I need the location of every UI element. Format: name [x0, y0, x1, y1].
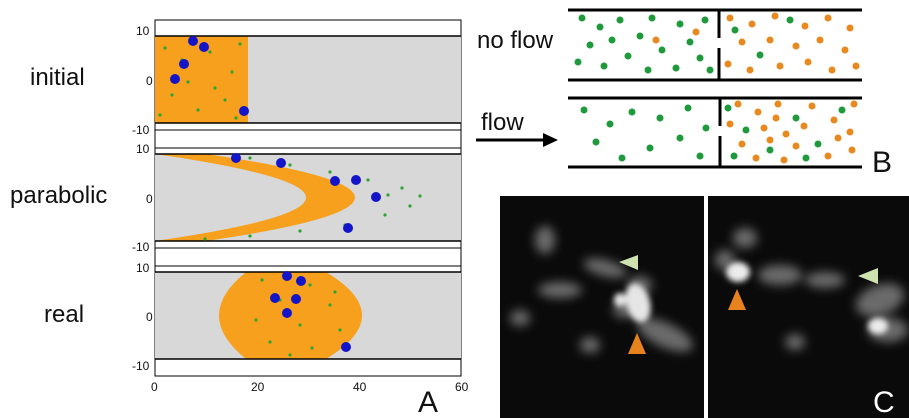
channel-flow: [568, 96, 862, 169]
small-particles: [203, 156, 422, 241]
row-label-real: real: [44, 301, 84, 328]
panel-c: C: [500, 196, 909, 418]
panel-a: initial parabolic real: [10, 19, 469, 418]
green-particles: [580, 104, 846, 162]
row-label-initial: initial: [30, 64, 85, 91]
y-tick-label: -10: [132, 359, 150, 373]
green-particles: [574, 14, 794, 74]
y-tick-label: 0: [146, 192, 153, 206]
panel-letter-b: B: [872, 146, 892, 179]
arrowhead-green-icon: [858, 268, 878, 284]
no-flow-label: no flow: [477, 27, 554, 54]
panel-letter-a: A: [418, 386, 438, 418]
panel-letter-c: C: [873, 386, 895, 418]
particle-band: [155, 154, 355, 241]
y-tick-label: 10: [136, 142, 150, 156]
y-tick-label: 0: [146, 74, 153, 88]
x-tick-label: 40: [353, 380, 367, 394]
row-label-parabolic: parabolic: [10, 182, 107, 209]
x-tick-label: 60: [455, 380, 469, 394]
subplot-parabolic: [155, 153, 461, 242]
flow-label: flow: [481, 109, 524, 136]
y-tick-label: 10: [136, 24, 150, 38]
subplot-real: [155, 271, 461, 360]
x-tick-label: 20: [251, 380, 265, 394]
large-particles: [231, 153, 381, 233]
arrowhead-orange-icon: [728, 289, 746, 310]
large-particles: [170, 36, 249, 116]
y-tick-label: 0: [146, 310, 153, 324]
y-tick-label: 10: [136, 261, 150, 275]
large-particles: [270, 271, 351, 352]
y-tick-label: -10: [132, 123, 150, 137]
panel-b: no flow flow: [476, 8, 892, 179]
channel-no-flow: [568, 8, 862, 82]
orange-particles: [726, 100, 858, 164]
x-tick-label: 0: [151, 380, 158, 394]
micrograph-left: [500, 196, 704, 418]
micrograph-right: [708, 196, 909, 418]
y-tick-label: -10: [132, 240, 150, 254]
arrowhead-orange-icon: [628, 333, 646, 354]
small-particles: [254, 278, 342, 357]
subplot-initial: [155, 35, 461, 124]
orange-particles: [652, 12, 860, 74]
flow-arrow-icon: [476, 133, 558, 147]
arrowhead-green-icon: [619, 255, 638, 270]
